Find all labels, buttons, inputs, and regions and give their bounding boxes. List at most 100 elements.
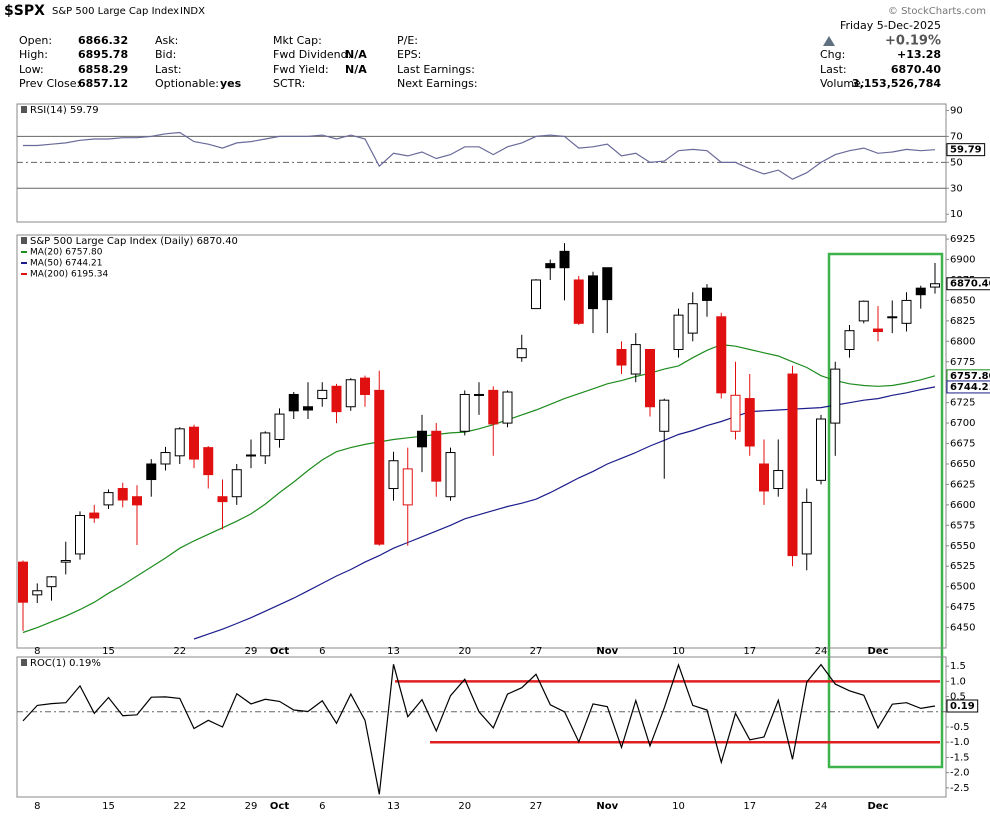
y-tick-label: -1.5	[950, 752, 970, 763]
field-label: Volume:	[820, 77, 865, 90]
field-value: 6870.40	[891, 63, 941, 76]
panel-frame	[16, 103, 947, 223]
candle-body	[673, 314, 684, 350]
field-label: Low:	[19, 63, 44, 76]
y-tick-label: 1.5	[950, 661, 966, 672]
candle-body	[217, 496, 228, 503]
candle-body	[901, 299, 912, 324]
candle-body	[160, 452, 171, 465]
candle-body	[317, 389, 328, 400]
y-tick-label: 10	[950, 209, 963, 220]
date: Friday 5-Dec-2025	[840, 19, 941, 32]
candle-body	[46, 576, 57, 588]
field-value: N/A	[345, 48, 367, 61]
x-tick-label: 8	[34, 646, 40, 657]
moving-average	[22, 343, 936, 634]
x-tick-label: 10	[672, 801, 685, 812]
field-label: Last:	[820, 63, 847, 76]
field-value: +13.28	[897, 48, 941, 61]
field-label: Next Earnings:	[397, 77, 478, 90]
y-tick-label: 6850	[950, 295, 975, 306]
candle-body	[445, 452, 456, 498]
last-value-tag: 6870.40	[950, 279, 990, 290]
candle-body	[702, 287, 712, 301]
candle-body	[531, 279, 541, 310]
candle-body	[331, 385, 342, 413]
candle-body	[687, 303, 698, 334]
candle-body	[345, 379, 356, 408]
candle-body	[873, 328, 883, 333]
field-label: Bid:	[155, 48, 176, 61]
change-pct: +0.19%	[885, 34, 941, 49]
y-tick-label: 6600	[950, 500, 975, 511]
candle-body	[645, 348, 655, 408]
legend-entry: MA(50) 6744.21	[30, 259, 102, 269]
x-tick-label: 8	[34, 801, 40, 812]
y-tick-label: -2.0	[950, 768, 970, 779]
field-label: Last:	[155, 63, 182, 76]
x-tick-label: 13	[387, 801, 400, 812]
x-tick-label: 29	[245, 801, 258, 812]
candle-body	[89, 512, 100, 519]
y-tick-label: 6550	[950, 541, 975, 552]
field-label: Optionable:	[155, 77, 219, 90]
panel-title: ROC(1) 0.19%	[30, 658, 101, 669]
candle-body	[759, 463, 769, 492]
y-tick-label: 90	[950, 105, 963, 116]
y-tick-label: 6625	[950, 479, 975, 490]
candle-body	[474, 393, 484, 396]
field-label: Last Earnings:	[397, 63, 475, 76]
x-tick-label: 24	[815, 801, 828, 812]
field-label: Chg:	[820, 48, 845, 61]
indicator-line	[22, 663, 936, 795]
x-tick-label: Oct	[270, 646, 289, 657]
y-tick-label: 6775	[950, 357, 975, 368]
candle-body	[773, 470, 784, 490]
y-tick-label: 50	[950, 157, 963, 168]
candle-body	[431, 430, 442, 482]
candle-body	[516, 348, 527, 359]
candle-body	[18, 561, 28, 603]
candle-body	[602, 267, 613, 301]
legend-entry: MA(20) 6757.80	[30, 248, 103, 258]
panel-icon	[21, 659, 27, 666]
y-tick-label: 6525	[950, 561, 975, 572]
candle-body	[417, 430, 427, 448]
candle-body	[402, 468, 413, 506]
symbol: $SPX	[4, 3, 45, 19]
x-tick-label: Dec	[867, 801, 888, 812]
last-value-tag: 0.19	[950, 701, 975, 712]
field-value: 3,153,526,784	[852, 77, 941, 90]
field-value: 6866.32	[78, 34, 128, 47]
panel-title: RSI(14) 59.79	[30, 105, 99, 116]
y-tick-label: 6925	[950, 234, 975, 245]
candle-body	[174, 428, 185, 457]
candle-body	[801, 501, 812, 555]
y-tick-label: 6475	[950, 602, 975, 613]
y-tick-label: 6650	[950, 459, 975, 470]
last-value-box	[946, 699, 979, 713]
up-arrow	[823, 36, 835, 46]
candle-body	[816, 418, 826, 481]
candle-body	[502, 391, 513, 424]
y-tick-label: -2.5	[950, 783, 970, 794]
candle-body	[75, 515, 85, 555]
field-value: yes	[220, 77, 242, 90]
x-tick-label: Oct	[270, 801, 289, 812]
candle-body	[132, 496, 142, 506]
field-label: Prev Close:	[19, 77, 80, 90]
y-tick-label: 6725	[950, 398, 975, 409]
x-tick-label: 6	[319, 801, 325, 812]
y-tick-label: 6675	[950, 439, 975, 450]
legend-entry: MA(200) 6195.34	[30, 270, 108, 280]
last-value-tag: 59.79	[950, 145, 982, 156]
candle-body	[60, 559, 71, 563]
field-label: SCTR:	[273, 77, 305, 90]
y-tick-label: 1.0	[950, 676, 966, 687]
candle-body	[730, 394, 741, 432]
last-value-box	[946, 277, 990, 291]
candle-body	[303, 406, 313, 411]
y-tick-label: 6575	[950, 520, 975, 531]
candle-body	[659, 399, 670, 432]
